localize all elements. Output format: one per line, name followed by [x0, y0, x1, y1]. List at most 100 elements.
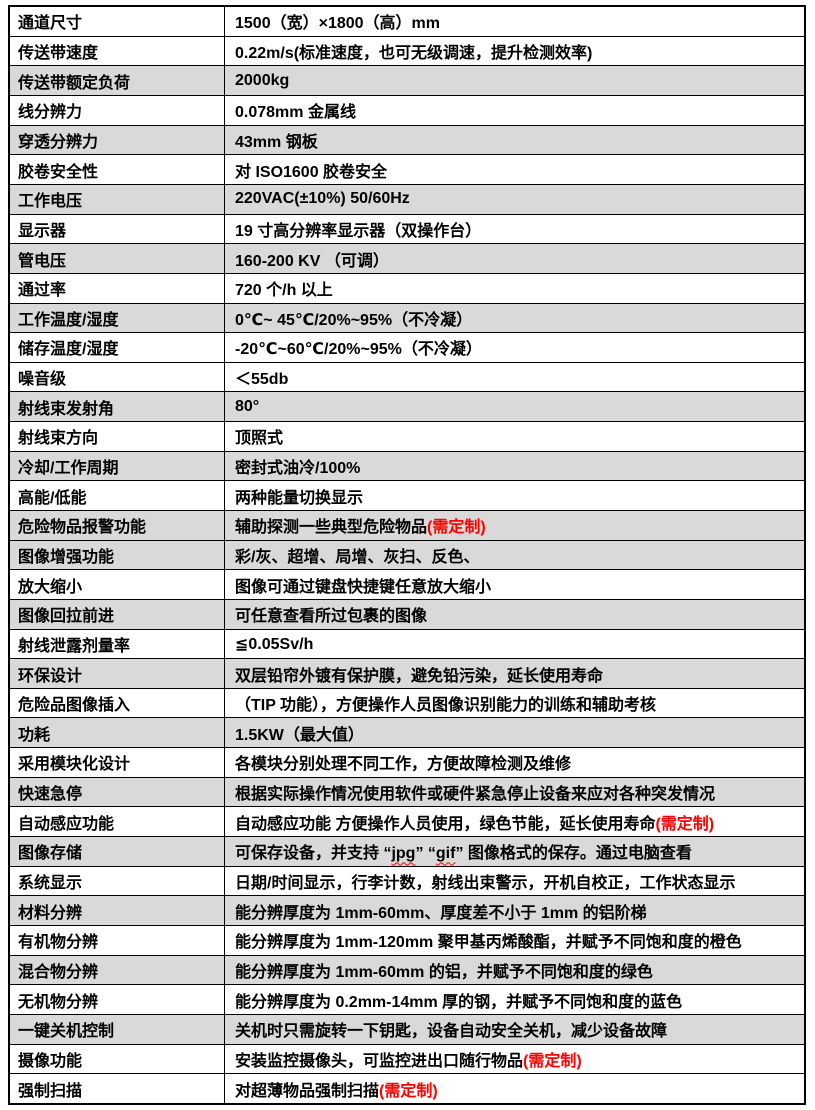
spec-label-cell: 放大缩小 [8, 569, 225, 600]
spec-label-cell: 穿透分辨力 [8, 124, 225, 156]
spec-value-text: ” “ [415, 845, 436, 863]
spec-value-cell: 顶照式 [224, 421, 806, 452]
table-row: 危险品图像插入 （TIP 功能），方便操作人员图像识别能力的训练和辅助考核 [8, 687, 806, 719]
table-row: 射线束方向 顶照式 [8, 421, 806, 452]
table-row: 传送带速度 0.22m/s(标准速度，也可无级调速，提升检测效率) [8, 35, 806, 67]
spec-value-cell: （TIP 功能），方便操作人员图像识别能力的训练和辅助考核 [224, 687, 806, 719]
table-row: 传送带额定负荷 2000kg [8, 65, 806, 97]
spec-label: 管电压 [18, 252, 67, 270]
spec-value: 220VAC(±10%) 50/60Hz [235, 190, 410, 208]
spec-label: 工作温度/湿度 [18, 311, 119, 329]
spec-value-cell: 能分辨厚度为 1mm-60mm 的铝，并赋予不同饱和度的绿色 [224, 954, 806, 986]
spec-value: 0.22m/s(标准速度，也可无级调速，提升检测效率) [235, 45, 593, 63]
spec-value: 密封式油冷/100% [235, 460, 361, 478]
spec-label: 传送带额定负荷 [18, 74, 131, 92]
spec-value-text: ” 图像格式的保存。通过电脑查看 [455, 845, 692, 863]
spec-value: 两种能量切换显示 [235, 489, 364, 507]
spec-value: 80° [235, 397, 260, 415]
spec-label-cell: 射线束发射角 [8, 391, 225, 423]
spec-label: 自动感应功能 [18, 815, 115, 833]
table-row: 线分辨力 0.078mm 金属线 [8, 95, 806, 126]
spec-value: 可任意查看所过包裹的图像 [235, 608, 428, 626]
spec-value-cell: 能分辨厚度为 1mm-120mm 聚甲基丙烯酸酯，并赋予不同饱和度的橙色 [224, 924, 806, 956]
spec-label: 系统显示 [18, 874, 83, 892]
spec-value: 顶照式 [235, 430, 284, 448]
spec-value: 各模块分别处理不同工作，方便故障检测及维修 [235, 756, 572, 774]
table-row: 危险物品报警功能 辅助探测一些典型危险物品(需定制) [8, 509, 806, 541]
spec-label: 摄像功能 [18, 1052, 83, 1070]
spec-label-cell: 储存温度/湿度 [8, 332, 225, 363]
spec-value-cell: 可保存设备，并支持 “jpg” “gif” 图像格式的保存。通过电脑查看 [224, 836, 806, 867]
table-row: 管电压 160-200 KV （可调） [8, 243, 806, 274]
spec-value-cell: 双层铅帘外镀有保护膜，避免铅污染，延长使用寿命 [224, 658, 806, 689]
spec-label: 通道尺寸 [18, 15, 83, 33]
spec-label-cell: 射线泄露剂量率 [8, 628, 225, 660]
spec-value-cell: 辅助探测一些典型危险物品(需定制) [224, 509, 806, 541]
spec-value: 对超薄物品强制扫描 [235, 1082, 380, 1100]
spec-label-cell: 管电压 [8, 243, 225, 274]
spec-value: 720 个/h 以上 [235, 282, 333, 300]
spec-label: 冷却/工作周期 [18, 460, 119, 478]
spec-label: 射线泄露剂量率 [18, 637, 131, 655]
spec-label-cell: 线分辨力 [8, 95, 225, 126]
spec-label: 危险物品报警功能 [18, 519, 147, 537]
spec-value: 0.078mm 金属线 [235, 104, 356, 122]
spec-value: 43mm 钢板 [235, 133, 318, 151]
spec-value-cell: 80° [224, 391, 806, 423]
spec-value-cell: 对超薄物品强制扫描(需定制) [224, 1073, 806, 1105]
spec-value-cell: 19 寸高分辨率显示器（双操作台） [224, 213, 806, 245]
spec-label-cell: 危险物品报警功能 [8, 509, 225, 541]
spec-label: 有机物分辨 [18, 934, 99, 952]
spec-value: 能分辨厚度为 1mm-120mm 聚甲基丙烯酸酯，并赋予不同饱和度的橙色 [235, 934, 742, 952]
spec-table-body: 通道尺寸 1500（宽）×1800（高）mm 传送带速度 0.22m/s(标准速度，也… [8, 5, 806, 1105]
spec-value-cell: 1500（宽）×1800（高）mm [224, 5, 806, 37]
spec-value-text: 可保存设备，并支持 “ [235, 845, 392, 863]
table-row: 胶卷安全性 对 ISO1600 胶卷安全 [8, 154, 806, 185]
spec-value: 能分辨厚度为 1mm-60mm、厚度差不小于 1mm 的铝阶梯 [235, 904, 647, 922]
spec-value-cell: 密封式油冷/100% [224, 450, 806, 482]
spec-label-cell: 图像存储 [8, 836, 225, 867]
spec-label-cell: 强制扫描 [8, 1073, 225, 1105]
spec-label: 通过率 [18, 282, 67, 300]
spec-label: 混合物分辨 [18, 963, 99, 981]
table-row: 噪音级 ＜55db [8, 361, 806, 393]
spec-value-cell: 0.078mm 金属线 [224, 95, 806, 126]
spec-value: 关机时只需旋转一下钥匙，设备自动安全关机，减少设备故障 [235, 1023, 668, 1041]
spec-value-cell: 图像可通过键盘快捷键任意放大缩小 [224, 569, 806, 600]
spec-label-cell: 危险品图像插入 [8, 687, 225, 719]
spec-value: 自动感应功能 方便操作人员使用，绿色节能，延长使用寿命 [235, 815, 656, 833]
table-row: 有机物分辨 能分辨厚度为 1mm-120mm 聚甲基丙烯酸酯，并赋予不同饱和度的橙… [8, 924, 806, 956]
spec-value-cell: 720 个/h 以上 [224, 272, 806, 304]
spec-value-cell: 安装监控摄像头，可监控进出口随行物品(需定制) [224, 1043, 806, 1075]
spec-value: ＜55db [235, 371, 289, 389]
spec-label: 无机物分辨 [18, 993, 99, 1011]
spec-label: 高能/低能 [18, 489, 87, 507]
spec-value-cell: -20℃~60℃/20%~95%（不冷凝） [224, 332, 806, 363]
spec-label-cell: 图像回拉前进 [8, 598, 225, 630]
spec-label: 射线束方向 [18, 430, 99, 448]
spec-label: 危险品图像插入 [18, 697, 131, 715]
spec-label-cell: 摄像功能 [8, 1043, 225, 1075]
table-row: 混合物分辨 能分辨厚度为 1mm-60mm 的铝，并赋予不同饱和度的绿色 [8, 954, 806, 986]
custom-required-note: (需定制) [655, 815, 715, 833]
table-row: 采用模块化设计 各模块分别处理不同工作，方便故障检测及维修 [8, 747, 806, 778]
spec-value-cell: 日期/时间显示，行李计数，射线出束警示，开机自校正，工作状态显示 [224, 865, 806, 897]
spec-label: 传送带速度 [18, 45, 99, 63]
spec-value-cell: 160-200 KV （可调） [224, 243, 806, 274]
table-row: 射线泄露剂量率 ≦0.05Sv/h [8, 628, 806, 660]
spec-value-cell: 对 ISO1600 胶卷安全 [224, 154, 806, 185]
spec-label: 噪音级 [18, 371, 67, 389]
table-row: 自动感应功能 自动感应功能 方便操作人员使用，绿色节能，延长使用寿命(需定制) [8, 806, 806, 838]
spec-label-cell: 材料分辨 [8, 895, 225, 926]
spec-value-cell: 关机时只需旋转一下钥匙，设备自动安全关机，减少设备故障 [224, 1013, 806, 1045]
spec-label-cell: 一键关机控制 [8, 1013, 225, 1045]
spec-label-cell: 无机物分辨 [8, 984, 225, 1015]
table-row: 功耗 1.5KW（最大值） [8, 717, 806, 749]
spec-label-cell: 工作温度/湿度 [8, 302, 225, 334]
spec-value: 图像可通过键盘快捷键任意放大缩小 [235, 578, 492, 596]
spec-label-cell: 环保设计 [8, 658, 225, 689]
spec-label: 线分辨力 [18, 104, 83, 122]
spec-label: 图像存储 [18, 845, 83, 863]
spec-label-cell: 显示器 [8, 213, 225, 245]
spec-value-cell: 各模块分别处理不同工作，方便故障检测及维修 [224, 747, 806, 778]
